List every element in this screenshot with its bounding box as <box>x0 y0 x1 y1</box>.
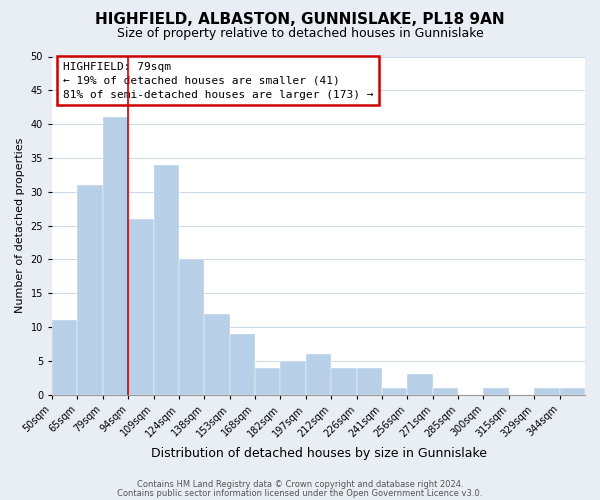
Text: Contains HM Land Registry data © Crown copyright and database right 2024.: Contains HM Land Registry data © Crown c… <box>137 480 463 489</box>
Bar <box>534 388 560 394</box>
Text: HIGHFIELD: 79sqm
← 19% of detached houses are smaller (41)
81% of semi-detached : HIGHFIELD: 79sqm ← 19% of detached house… <box>63 62 373 100</box>
Bar <box>433 388 458 394</box>
Bar <box>103 118 128 394</box>
Bar <box>560 388 585 394</box>
X-axis label: Distribution of detached houses by size in Gunnislake: Distribution of detached houses by size … <box>151 447 487 460</box>
Bar <box>356 368 382 394</box>
Bar <box>484 388 509 394</box>
Bar <box>52 320 77 394</box>
Bar <box>179 260 205 394</box>
Bar <box>280 361 306 394</box>
Text: HIGHFIELD, ALBASTON, GUNNISLAKE, PL18 9AN: HIGHFIELD, ALBASTON, GUNNISLAKE, PL18 9A… <box>95 12 505 28</box>
Bar <box>382 388 407 394</box>
Bar <box>205 314 230 394</box>
Bar <box>306 354 331 395</box>
Bar <box>230 334 255 394</box>
Bar <box>77 185 103 394</box>
Bar <box>154 164 179 394</box>
Text: Contains public sector information licensed under the Open Government Licence v3: Contains public sector information licen… <box>118 488 482 498</box>
Bar <box>331 368 356 394</box>
Bar <box>407 374 433 394</box>
Text: Size of property relative to detached houses in Gunnislake: Size of property relative to detached ho… <box>116 28 484 40</box>
Y-axis label: Number of detached properties: Number of detached properties <box>15 138 25 314</box>
Bar <box>128 219 154 394</box>
Bar <box>255 368 280 394</box>
